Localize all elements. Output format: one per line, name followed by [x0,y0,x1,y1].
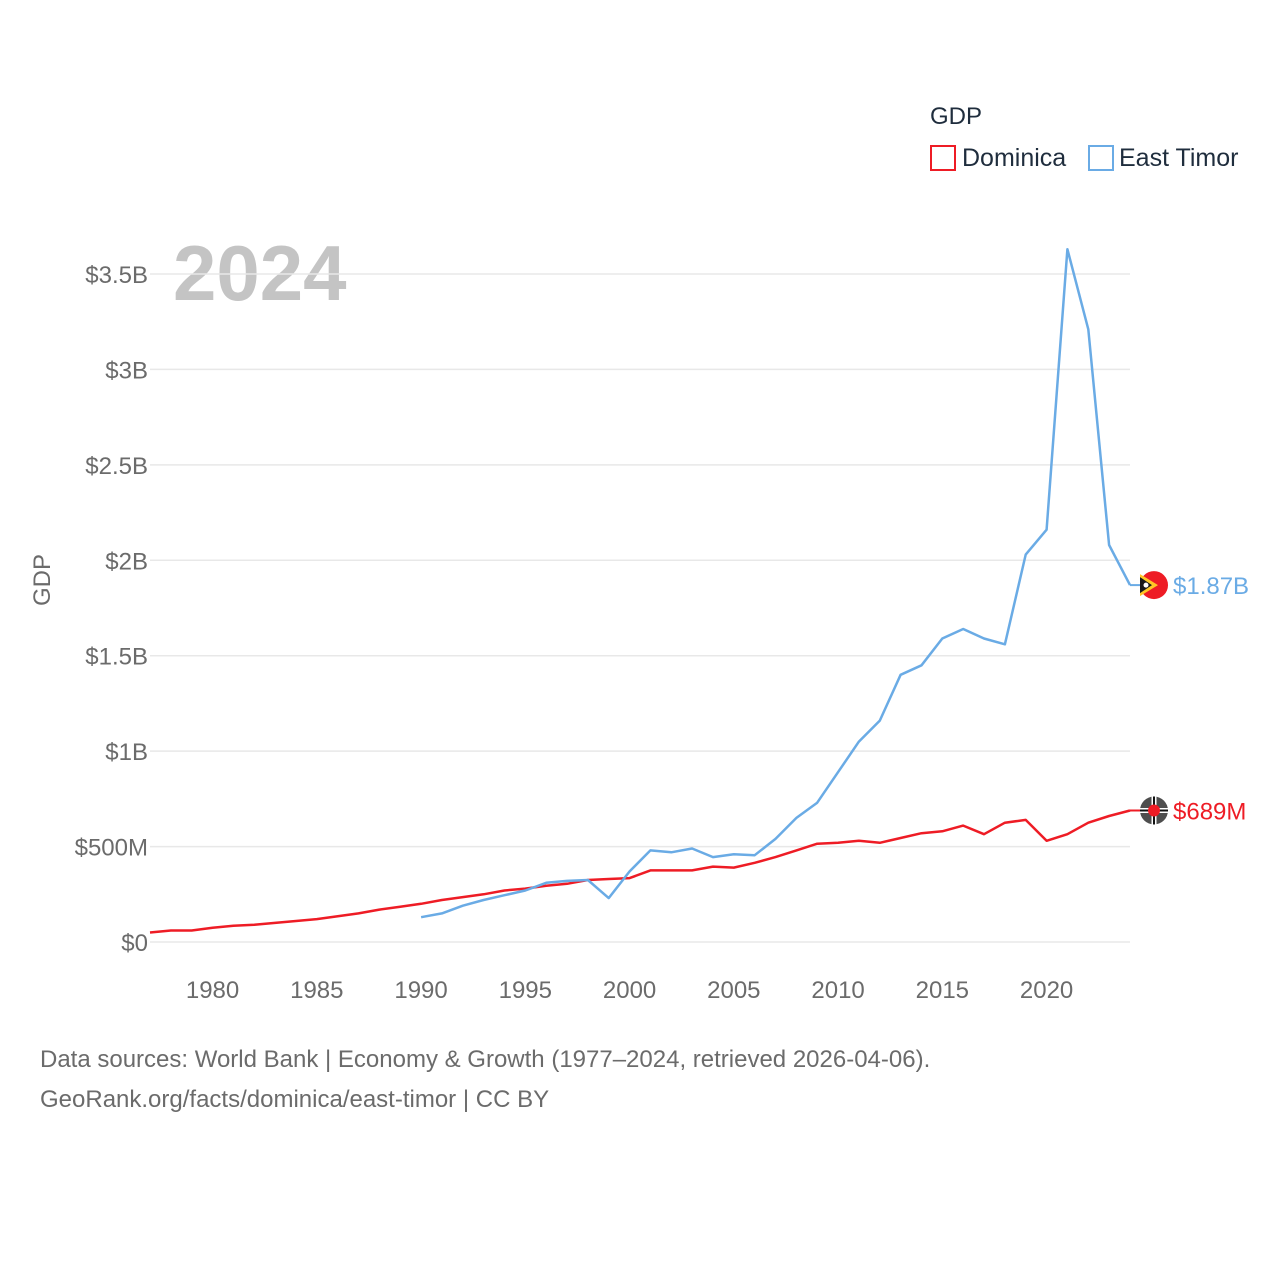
x-tick-1990: 1990 [394,977,447,1004]
legend-title: GDP [930,103,982,130]
end-value-label-east-timor: $1.87B [1173,573,1249,600]
x-tick-2005: 2005 [707,977,760,1004]
y-tick--500m: $500M [75,835,148,862]
y-tick-labels: $0 $500M $1B $1.5B $2B $2.5B $3B $3.5B [75,262,148,957]
y-axis-title: GDP [29,554,56,606]
series-line-dominica[interactable] [149,809,1131,934]
y-tick--2-5b: $2.5B [85,453,148,480]
x-tick-2015: 2015 [916,977,969,1004]
x-tick-1995: 1995 [499,977,552,1004]
legend-item-dominica[interactable]: Dominica [930,144,1066,172]
credit-link[interactable]: GeoRank.org/facts/dominica/east-timor | … [40,1086,550,1113]
y-tick--1-5b: $1.5B [85,644,148,671]
x-tick-1985: 1985 [290,977,343,1004]
y-tick--3-5b: $3.5B [85,262,148,289]
end-value-label-dominica: $689M [1173,798,1246,825]
legend-swatch-east-timor [1088,145,1114,171]
grid-lines [150,273,1130,943]
x-tick-2000: 2000 [603,977,656,1004]
series-line-east-timor[interactable] [420,247,1132,919]
legend-item-east-timor[interactable]: East Timor [1088,144,1238,172]
source-attribution: Data sources: World Bank | Economy & Gro… [40,1040,930,1120]
legend-swatch-dominica [930,145,956,171]
x-tick-2010: 2010 [811,977,864,1004]
east-timor-flag-icon [1140,571,1168,600]
y-tick--3b: $3B [105,357,148,384]
legend-label-east-timor: East Timor [1119,144,1238,172]
series-lines [149,247,1132,934]
x-tick-1980: 1980 [186,977,239,1004]
legend-label-dominica: Dominica [962,144,1066,172]
y-tick--0: $0 [121,930,148,957]
year-watermark: 2024 [173,229,347,317]
end-markers: $689M $1.87B [1130,571,1249,825]
x-tick-labels: 1980 1985 1990 1995 2000 2005 2010 2015 2020 [186,977,1073,1004]
x-tick-2020: 2020 [1020,977,1073,1004]
y-tick--1b: $1B [105,739,148,766]
legend: GDP Dominica East Timor [930,103,1238,172]
y-tick--2b: $2B [105,548,148,575]
data-source-text: Data sources: World Bank | Economy & Gro… [40,1046,931,1073]
dominica-flag-icon [1140,796,1168,825]
